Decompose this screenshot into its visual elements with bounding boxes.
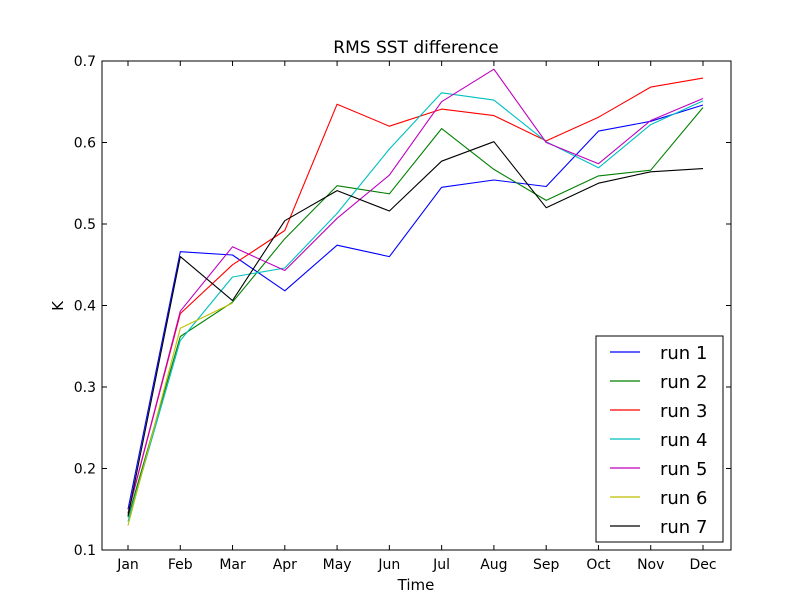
x-tick-label: Jun [377, 557, 400, 573]
series-line-run-2 [127, 107, 704, 518]
x-tick-label: Nov [637, 557, 664, 573]
legend-label: run 6 [660, 488, 707, 509]
x-tick-label: Jul [432, 557, 450, 573]
x-tick-label: Dec [689, 557, 716, 573]
series-line-run-1 [127, 104, 704, 510]
legend-label: run 5 [660, 459, 707, 480]
legend-label: run 4 [660, 430, 707, 451]
x-tick-label: May [323, 557, 352, 573]
y-tick-label: 0.3 [74, 380, 96, 396]
x-tick-label: Sep [533, 557, 560, 573]
legend-label: run 7 [660, 517, 707, 538]
y-axis-label: K [49, 300, 67, 311]
legend: run 1 run 2 run 3 run 4 run 5 run 6 run 7 [595, 335, 724, 543]
x-tick-label: Jan [116, 557, 139, 573]
legend-label: run 1 [660, 343, 707, 364]
x-tick-label: Oct [586, 557, 611, 573]
series-line-run-5 [127, 68, 704, 514]
x-tick-label: Mar [219, 557, 246, 573]
series-line-run-6 [127, 302, 233, 526]
y-tick-label: 0.6 [74, 136, 96, 152]
x-tick-label: Aug [480, 557, 507, 573]
legend-label: run 3 [660, 401, 707, 422]
plot-lines [127, 68, 704, 526]
x-tick-label: Apr [273, 557, 297, 573]
plot-frame [101, 60, 732, 551]
series-line-run-3 [127, 77, 704, 514]
y-axis-ticks: 0.1 0.2 0.3 0.4 0.5 0.6 0.7 [74, 54, 731, 559]
y-tick-label: 0.1 [74, 543, 96, 559]
x-axis-ticks: Jan Feb Mar Apr May Jun Jul Aug Sep Oct Nov Dec [116, 61, 717, 573]
legend-label: run 2 [660, 372, 707, 393]
y-tick-label: 0.2 [74, 462, 96, 478]
y-tick-label: 0.7 [74, 54, 96, 70]
chart-title: RMS SST difference [333, 38, 498, 58]
y-tick-label: 0.5 [74, 217, 96, 233]
series-line-run-4 [127, 92, 704, 522]
x-tick-label: Feb [168, 557, 193, 573]
series-line-run-7 [127, 141, 704, 516]
y-tick-label: 0.4 [74, 299, 96, 315]
x-axis-label: Time [397, 576, 435, 594]
